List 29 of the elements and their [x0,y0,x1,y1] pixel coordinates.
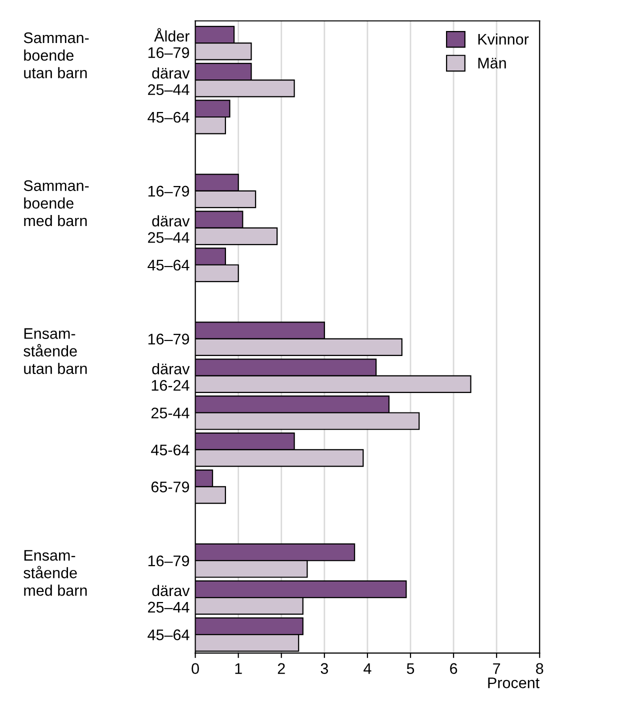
x-tick-label: 8 [536,663,544,674]
y-tick-label: 16–79 [148,186,190,197]
y-tick-label: 45–64 [148,629,190,640]
x-tick-label: 5 [406,663,414,674]
y-tick-label: 65-79 [151,482,190,492]
y-tick-label: därav 25–44 [148,215,190,243]
y-tick-label: 45–64 [148,112,190,123]
legend-label: Kvinnor [478,33,529,45]
x-tick-label: 2 [278,663,285,674]
y-tick-label: 45-64 [151,444,190,456]
x-tick-label: 3 [320,663,328,674]
x-tick-label: 0 [192,663,199,674]
text: Ensam- stående med barn [24,550,87,596]
y-tick-label: därav 16-24 [152,363,190,391]
legend-label: Män [478,58,506,69]
text: Samman- boende utan barn [24,32,89,78]
x-tick-label: 4 [364,663,372,674]
text: Ensam- stående utan barn [24,328,87,374]
y-tick-label: därav 25–44 [148,584,190,613]
y-tick-label: 25-44 [151,408,190,418]
y-tick-label: 45–64 [148,260,190,271]
x-tick-label: 6 [450,663,458,674]
y-tick-label: därav 25–44 [148,67,190,96]
y-tick-label: 16–79 [148,334,190,344]
y-tick-label: 16–79 [148,555,190,566]
text: Samman- boende med barn [24,180,89,226]
x-axis-title: Procent [488,678,540,688]
x-tick-label: 1 [235,663,242,674]
x-tick-label: 7 [493,663,500,674]
